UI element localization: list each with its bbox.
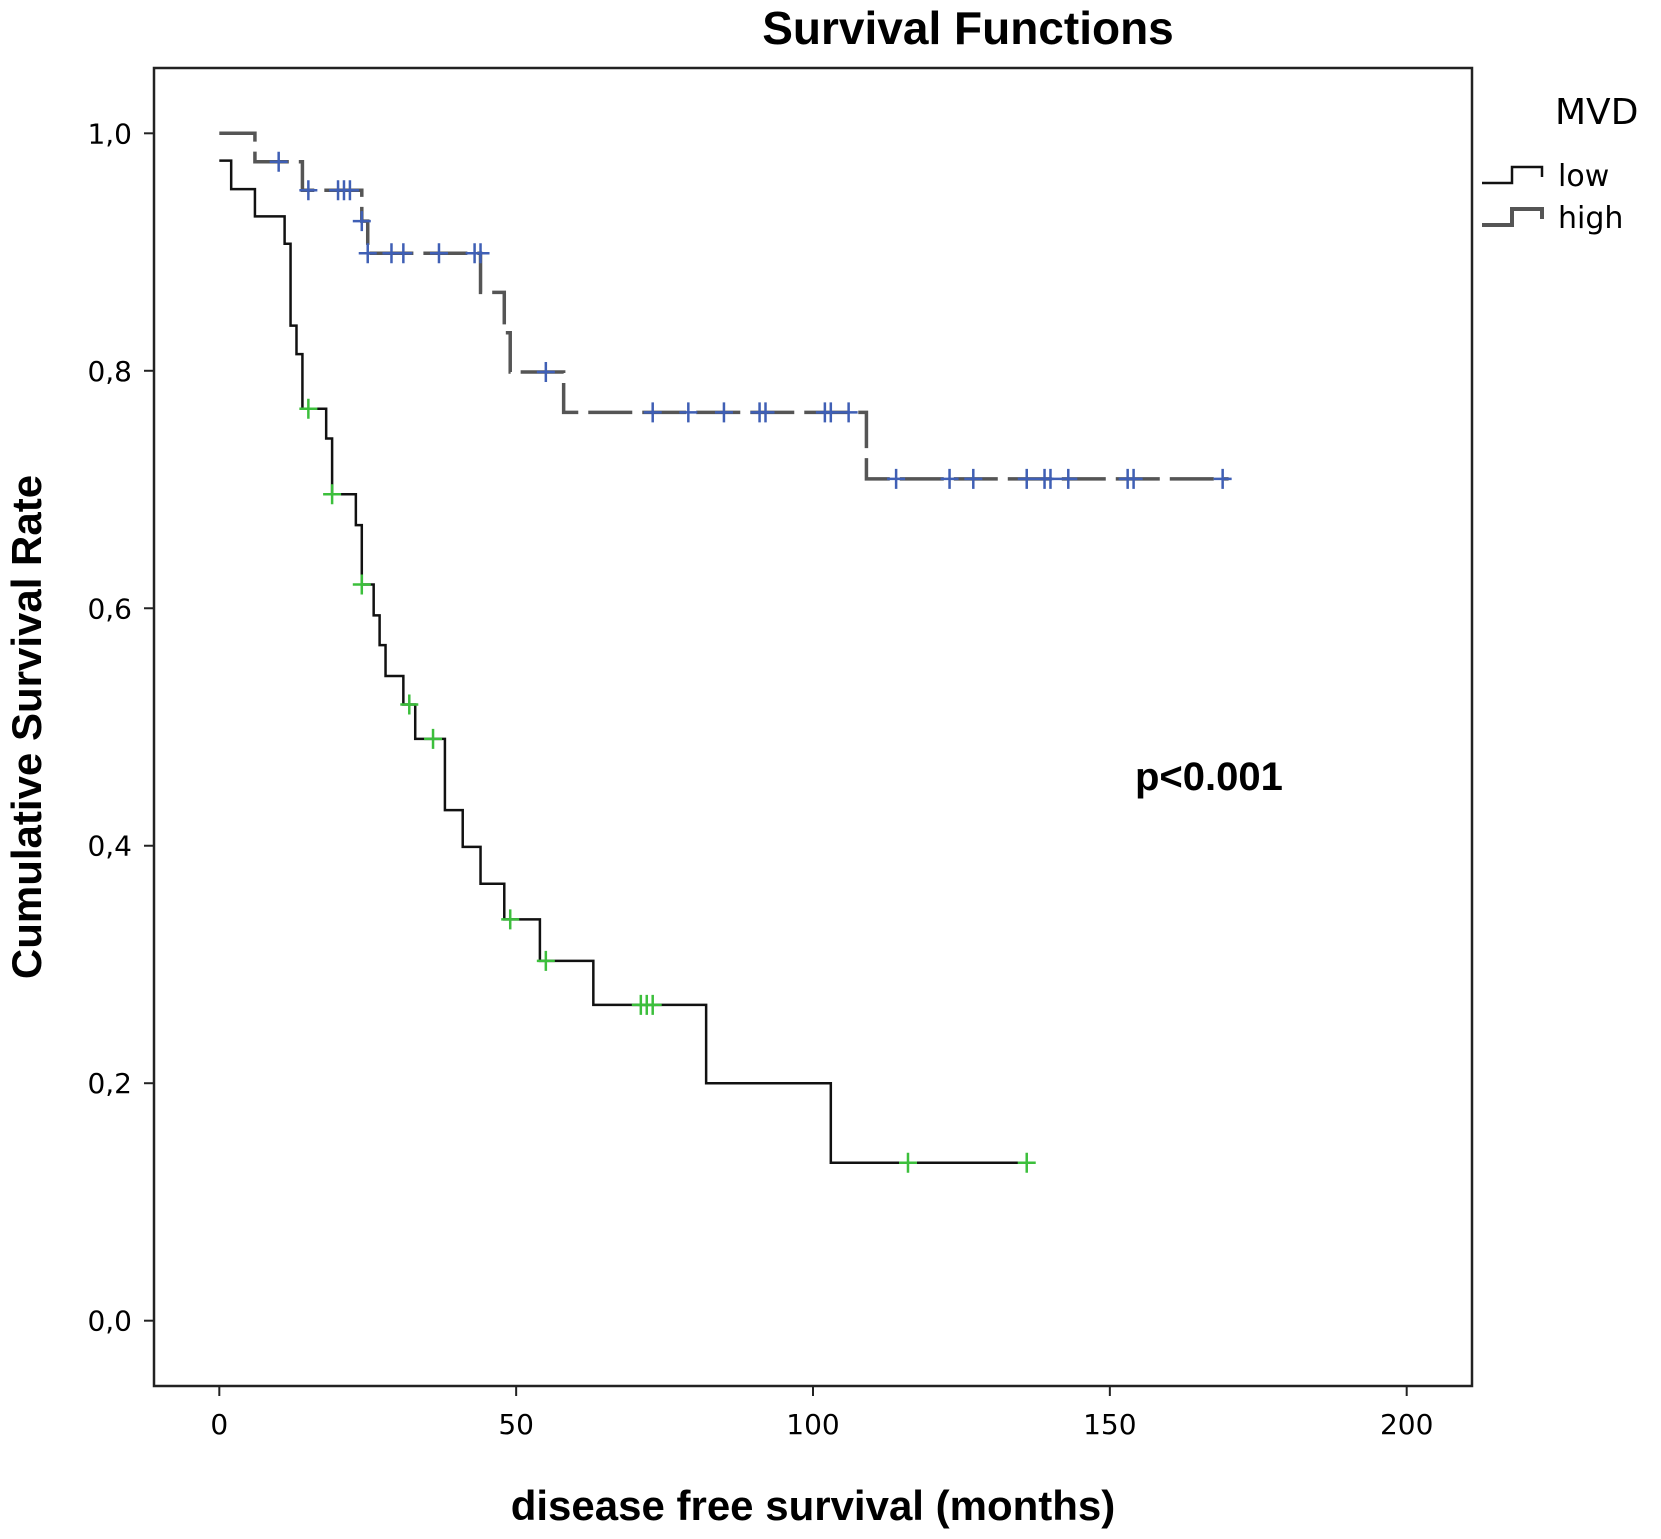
x-tick-label: 100 <box>786 1408 839 1441</box>
censor-mark-low <box>940 468 959 489</box>
censor-mark-high <box>898 1152 917 1173</box>
y-axis: 0,0 0,2 0,4 0,6 0,8 1,0 <box>87 117 154 1338</box>
censor-mark-low <box>964 468 983 489</box>
censor-mark-high <box>323 484 342 505</box>
censor-mark-low <box>756 402 775 423</box>
legend-title: MVD <box>1555 92 1638 133</box>
x-axis-label: disease free survival (months) <box>511 1482 1116 1529</box>
censor-mark-high <box>1017 1152 1036 1173</box>
censor-mark-high <box>643 994 662 1015</box>
x-tick-label: 0 <box>210 1408 228 1441</box>
x-axis: 0 50 100 150 200 <box>210 1386 1433 1441</box>
y-tick-label: 0,4 <box>87 830 132 863</box>
survival-curve-low <box>219 131 1229 481</box>
censor-mark-low <box>821 402 840 423</box>
x-tick-label: 150 <box>1083 1408 1136 1441</box>
legend-high-line-icon <box>1482 207 1544 227</box>
censor-mark-low <box>1124 468 1143 489</box>
censor-mark-low <box>1041 468 1060 489</box>
x-tick-label: 50 <box>498 1408 534 1441</box>
legend-low-label: low <box>1558 159 1609 194</box>
censor-mark-low <box>839 402 858 423</box>
y-tick-label: 0,2 <box>87 1067 132 1100</box>
chart-title: Survival Functions <box>762 2 1174 54</box>
censor-mark-high <box>352 574 371 595</box>
censor-mark-low <box>269 151 288 172</box>
y-tick-label: 0,8 <box>87 355 132 388</box>
y-axis-label: Cumulative Survival Rate <box>3 475 50 979</box>
censor-mark-high <box>424 728 443 749</box>
censor-mark-low <box>887 468 906 489</box>
x-tick-label: 200 <box>1380 1408 1433 1441</box>
censor-mark-low <box>714 402 733 423</box>
censor-mark-low <box>679 402 698 423</box>
censor-mark-high <box>536 950 555 971</box>
censor-mark-high <box>299 398 318 419</box>
survival-curve-high <box>219 159 1027 1165</box>
survival-curves <box>219 131 1229 1165</box>
legend: MVD low high <box>1482 92 1638 236</box>
censor-mark-low <box>471 243 490 264</box>
censor-mark-low <box>394 243 413 264</box>
censor-mark-low <box>429 243 448 264</box>
censor-mark-low <box>299 180 318 201</box>
p-value-annotation: p<0.001 <box>1135 755 1283 799</box>
censor-mark-low <box>1059 468 1078 489</box>
censor-mark-low <box>1017 468 1036 489</box>
censor-mark-low <box>643 402 662 423</box>
censor-mark-low <box>340 180 359 201</box>
legend-low-line-icon <box>1482 165 1544 185</box>
censor-mark-low <box>1213 468 1232 489</box>
y-tick-label: 0,0 <box>87 1305 132 1338</box>
y-tick-label: 1,0 <box>87 117 132 150</box>
legend-high-label: high <box>1558 201 1623 236</box>
censor-mark-low <box>536 361 555 382</box>
plot-frame <box>152 66 1474 1388</box>
censor-marks <box>269 151 1232 1173</box>
censor-mark-low <box>352 211 371 232</box>
censor-mark-high <box>501 909 520 930</box>
y-tick-label: 0,6 <box>87 592 132 625</box>
censor-mark-high <box>400 694 419 715</box>
censor-mark-low <box>358 243 377 264</box>
